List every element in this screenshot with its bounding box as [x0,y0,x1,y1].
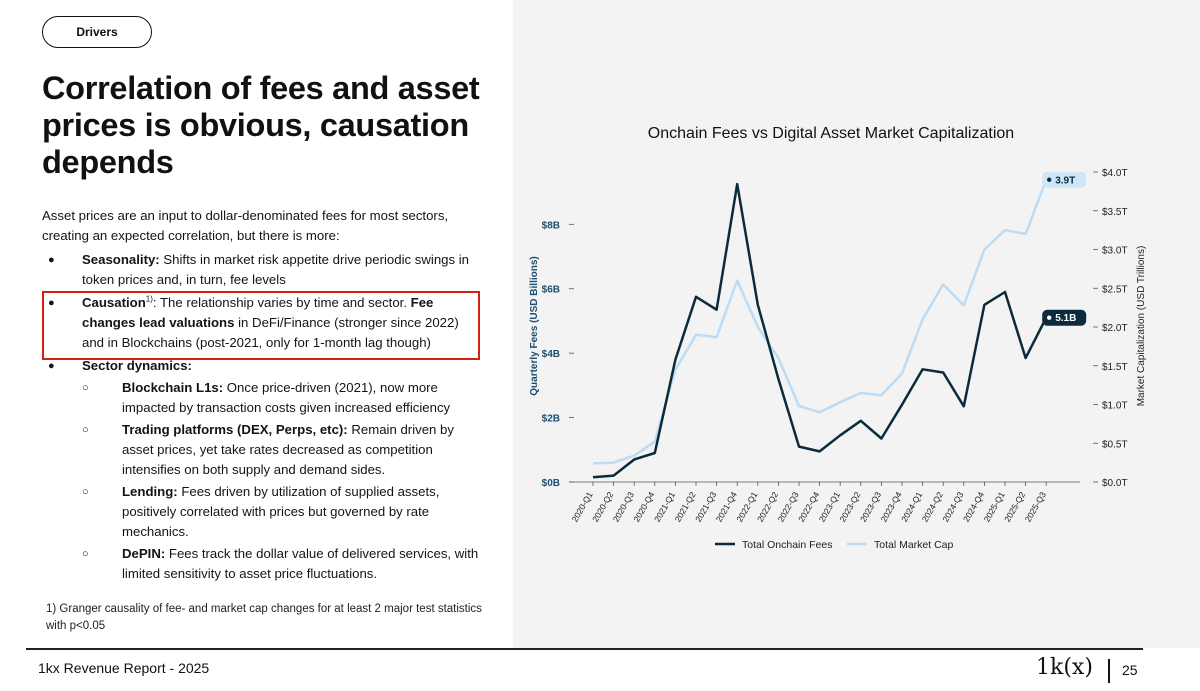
causation-emphasis: Fee changes lead valuations [82,295,434,330]
x-axis-ticks: 2020-Q12020-Q22020-Q32020-Q42021-Q12021-… [570,482,1048,524]
end-label-background [1042,171,1087,188]
right-tick-label: $1.5T [1102,362,1128,373]
right-tick-label: $0.5T [1102,439,1128,450]
intro-paragraph: Asset prices are an input to dollar-deno… [42,208,449,243]
sector-dynamics-label: Sector dynamics: [82,358,192,373]
chart-legend: Total Onchain Fees Total Market Cap [715,539,954,551]
right-tick-label: $2.5T [1102,284,1128,295]
left-axis-ticks: $0B $2B $4B $6B $8B [542,220,574,489]
causation-text-2: in DeFi/Finance (stronger since 2022) an… [82,315,459,350]
trading-label: Trading platforms (DEX, Perps, etc): [122,422,348,437]
footer-divider [26,648,1143,650]
legend-label: Total Market Cap [874,539,954,551]
right-axis-ticks: $0.0T $0.5T $1.0T $1.5T $2.0T $2.5T $3.0T $3.5T… [1093,168,1128,489]
bullet-causation: Causation1): The relationship varies by … [42,293,482,353]
bullet-sector-dynamics: Sector dynamics: Blockchain L1s: Once pr… [42,356,482,584]
fees-vs-mcap-chart: Onchain Fees vs Digital Asset Market Cap… [529,125,1147,551]
end-label-dot [1047,315,1052,320]
legend-label: Total Onchain Fees [742,539,832,551]
sub-bullet-depin: DePIN: Fees track the dollar value of de… [82,544,482,584]
left-tick-label: $0B [542,478,560,489]
chart-panel [513,0,1200,648]
end-label-dot [1047,177,1052,182]
blockchain-label: Blockchain L1s: [122,380,224,395]
blockchain-text: Once price-driven (2021), now more impac… [122,380,451,415]
depin-text: Fees track the dollar value of delivered… [122,546,479,581]
left-tick-label: $2B [542,414,560,425]
trading-text: Remain driven by asset prices, yet take … [122,422,454,477]
right-tick-label: $4.0T [1102,168,1128,179]
driver-list: Seasonality: Shifts in market risk appet… [42,250,482,584]
seasonality-label: Seasonality: [82,252,160,267]
right-tick-label: $3.0T [1102,246,1128,257]
market-cap-end-label: 3.9T [1042,171,1087,188]
causation-highlight-box [42,291,480,360]
causation-label: Causation [82,295,146,310]
fees-end-label: 5.1B [1042,309,1087,326]
lending-text: Fees driven by utilization of supplied a… [122,484,440,539]
left-tick-label: $6B [542,285,560,296]
causation-text: : The relationship varies by time and se… [152,295,411,310]
left-tick-label: $8B [542,220,560,231]
chart-title: Onchain Fees vs Digital Asset Market Cap… [648,125,1014,142]
footer-separator [1108,659,1110,683]
right-tick-label: $2.0T [1102,323,1128,334]
right-axis-label: Market Capitalization (USD Trillions) [1136,246,1147,407]
left-tick-label: $4B [542,349,560,360]
drivers-badge-label: Drivers [76,25,118,39]
end-label-text: 3.9T [1055,175,1075,186]
sub-bullet-lending: Lending: Fees driven by utilization of s… [82,482,482,542]
page-title: Correlation of fees and asset prices is … [42,70,480,180]
bullet-seasonality: Seasonality: Shifts in market risk appet… [42,250,482,290]
right-tick-label: $1.0T [1102,401,1128,412]
end-label-text: 5.1B [1055,313,1076,324]
drivers-badge: Drivers [42,16,152,48]
sector-list: Blockchain L1s: Once price-driven (2021)… [82,378,482,584]
lending-label: Lending: [122,484,178,499]
seasonality-text: Shifts in market risk appetite drive per… [82,252,470,287]
right-tick-label: $3.5T [1102,207,1128,218]
chart-series: 5.1B 3.9T [592,171,1087,479]
end-label-background [1042,309,1087,326]
series-line-fees [592,182,1048,479]
body-text: Asset prices are an input to dollar-deno… [42,206,482,587]
footnote: 1) Granger causality of fee- and market … [46,603,482,632]
sub-bullet-blockchain: Blockchain L1s: Once price-driven (2021)… [82,378,482,418]
sub-bullet-trading: Trading platforms (DEX, Perps, etc): Rem… [82,420,482,480]
brand-logo: 1k(x) [1036,655,1093,680]
right-tick-label: $0.0T [1102,478,1128,489]
depin-label: DePIN: [122,546,166,561]
left-axis-label: Quarterly Fees (USD Billions) [529,256,540,395]
page-number: 25 [1122,662,1138,678]
causation-footnote-ref: 1) [145,294,153,304]
report-name: 1kx Revenue Report - 2025 [38,660,210,676]
